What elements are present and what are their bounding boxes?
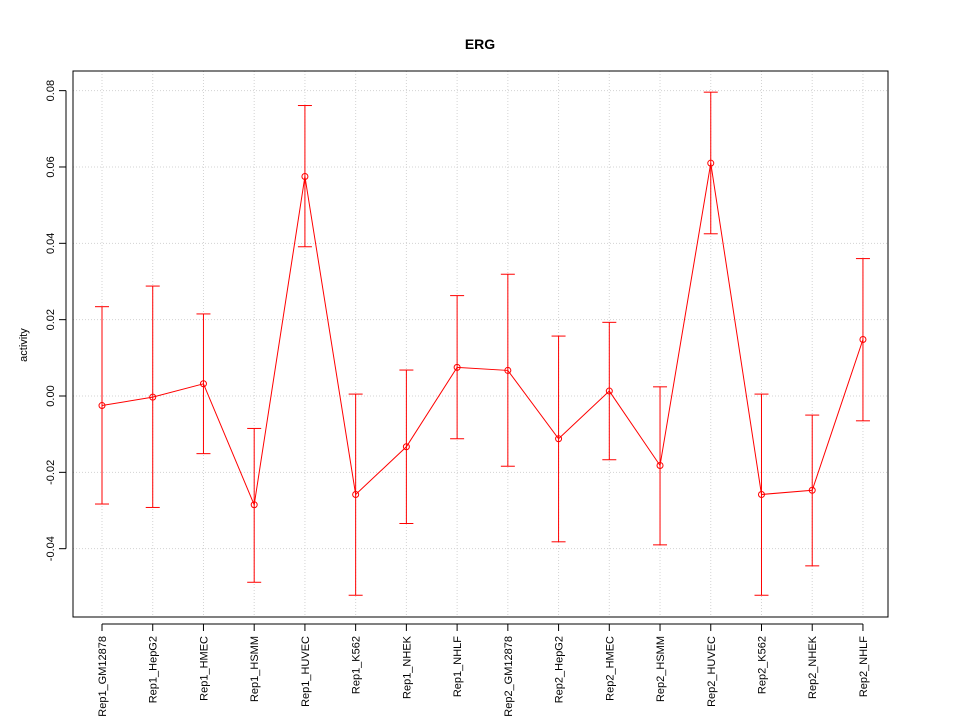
x-tick-label: Rep2_NHLF [858,636,870,697]
grid [73,71,888,617]
x-tick-label: Rep1_K562 [351,636,363,694]
x-tick-label: Rep2_HepG2 [554,636,566,703]
x-tick-label: Rep1_HSMM [249,636,261,702]
plot-frame [72,70,889,618]
y-tick-label: -0.02 [45,460,57,485]
x-tick-label: Rep1_NHLF [452,636,464,697]
chart-title: ERG [465,36,495,52]
x-tick-label: Rep1_GM12878 [97,636,109,717]
data-point [301,173,309,181]
data-point [757,490,765,498]
data-point [402,443,410,451]
x-tick-label: Rep2_HSMM [655,636,667,702]
data-point [453,363,461,371]
data-point [605,387,613,395]
x-tick-label: Rep1_HepG2 [148,636,160,703]
data-point [199,380,207,388]
x-tick-label: Rep1_NHEK [401,635,413,699]
y-axis: -0.04 -0.02 0.00 0.02 0.04 0.06 0.08 [45,80,67,561]
x-tick-label: Rep2_HUVEC [706,636,718,707]
data-point [656,461,664,469]
y-tick-label: 0.00 [45,385,57,406]
data-point [98,402,106,410]
x-tick-label: Rep1_HUVEC [300,636,312,707]
y-axis-label: activity [18,328,30,362]
y-tick-label: 0.06 [45,156,57,177]
data-point [250,501,258,509]
x-axis: Rep1_GM12878 Rep1_HepG2 Rep1_HMEC Rep1_HSMM… [97,623,870,717]
data-point [555,435,563,443]
x-tick-label: Rep2_GM12878 [503,636,515,717]
y-tick-label: -0.04 [45,536,57,561]
y-tick-label: 0.08 [45,80,57,101]
data-point [149,393,157,401]
y-tick-label: 0.04 [45,233,57,254]
series-activity [95,91,870,596]
data-point [707,159,715,167]
x-tick-label: Rep2_NHEK [807,635,819,699]
y-tick-label: 0.02 [45,309,57,330]
data-point [504,366,512,374]
data-point [352,490,360,498]
series-line [101,163,864,507]
x-tick-label: Rep2_K562 [756,636,768,694]
data-point [808,486,816,494]
x-tick-label: Rep1_HMEC [198,636,210,701]
x-tick-label: Rep2_HMEC [604,636,616,701]
data-point [859,336,867,344]
